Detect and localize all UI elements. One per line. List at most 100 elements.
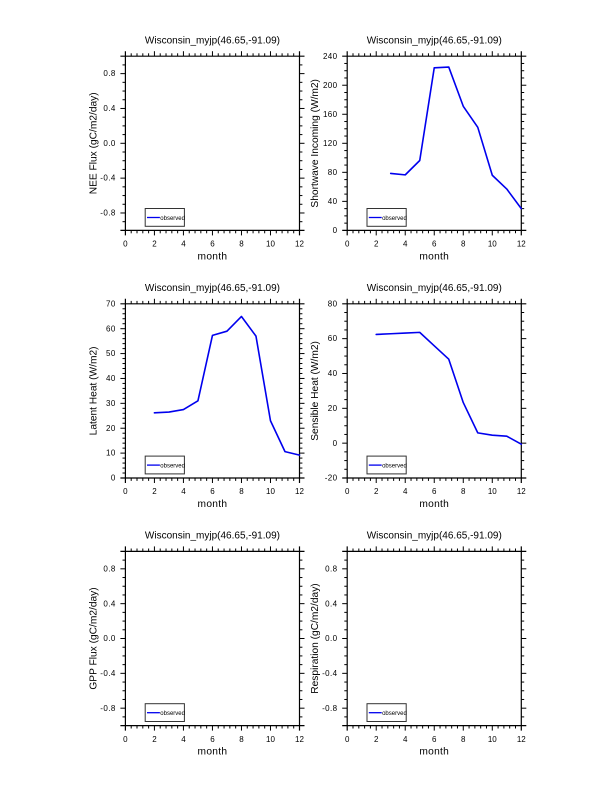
svg-text:2: 2: [152, 487, 157, 496]
svg-text:Wisconsin_myjp(46.65,-91.09): Wisconsin_myjp(46.65,-91.09): [367, 283, 502, 294]
svg-text:6: 6: [210, 735, 215, 744]
svg-text:-0.4: -0.4: [100, 174, 116, 183]
svg-text:Wisconsin_myjp(46.65,-91.09): Wisconsin_myjp(46.65,-91.09): [145, 35, 280, 46]
svg-text:12: 12: [517, 487, 526, 496]
svg-text:30: 30: [106, 399, 116, 408]
svg-text:observed: observed: [382, 464, 407, 470]
svg-text:60: 60: [106, 324, 116, 333]
svg-text:Sensible Heat (W/m2): Sensible Heat (W/m2): [310, 341, 321, 441]
svg-text:40: 40: [328, 197, 338, 206]
svg-text:0: 0: [123, 735, 128, 744]
svg-text:NEE Flux (gC/m2/day): NEE Flux (gC/m2/day): [88, 92, 99, 194]
svg-text:70: 70: [106, 299, 116, 308]
svg-text:0: 0: [345, 487, 350, 496]
svg-text:4: 4: [403, 487, 408, 496]
svg-text:observed: observed: [160, 464, 185, 470]
svg-text:6: 6: [432, 240, 437, 249]
svg-text:-0.4: -0.4: [100, 669, 116, 678]
svg-text:-0.8: -0.8: [100, 209, 116, 218]
svg-text:0: 0: [333, 439, 338, 448]
svg-text:2: 2: [152, 240, 157, 249]
svg-text:0.0: 0.0: [103, 634, 115, 643]
svg-text:80: 80: [328, 168, 338, 177]
svg-text:4: 4: [403, 735, 408, 744]
svg-text:200: 200: [323, 81, 338, 90]
svg-text:0.8: 0.8: [103, 69, 115, 78]
svg-text:10: 10: [488, 487, 497, 496]
svg-text:0.4: 0.4: [103, 599, 115, 608]
svg-text:Wisconsin_myjp(46.65,-91.09): Wisconsin_myjp(46.65,-91.09): [367, 35, 502, 46]
svg-text:4: 4: [403, 240, 408, 249]
svg-text:0.8: 0.8: [103, 564, 115, 573]
svg-text:observed: observed: [160, 216, 185, 222]
svg-text:2: 2: [374, 487, 379, 496]
svg-text:8: 8: [239, 735, 244, 744]
svg-text:0.4: 0.4: [325, 599, 337, 608]
svg-text:80: 80: [328, 299, 338, 308]
svg-text:40: 40: [106, 374, 116, 383]
svg-text:month: month: [198, 252, 228, 263]
svg-text:-0.8: -0.8: [100, 704, 116, 713]
svg-text:0: 0: [123, 240, 128, 249]
svg-text:10: 10: [266, 487, 275, 496]
svg-text:120: 120: [323, 139, 338, 148]
svg-text:12: 12: [295, 487, 304, 496]
svg-text:240: 240: [323, 52, 338, 61]
svg-text:2: 2: [374, 735, 379, 744]
svg-text:12: 12: [517, 240, 526, 249]
svg-text:month: month: [198, 499, 228, 510]
svg-text:40: 40: [328, 369, 338, 378]
svg-text:12: 12: [517, 735, 526, 744]
svg-text:160: 160: [323, 110, 338, 119]
svg-text:Shortwave Incoming (W/m2): Shortwave Incoming (W/m2): [310, 79, 321, 208]
svg-text:4: 4: [181, 487, 186, 496]
svg-text:4: 4: [181, 240, 186, 249]
svg-text:20: 20: [106, 424, 116, 433]
svg-text:12: 12: [295, 240, 304, 249]
svg-text:6: 6: [210, 240, 215, 249]
svg-text:10: 10: [266, 240, 275, 249]
svg-text:0.0: 0.0: [103, 139, 115, 148]
svg-text:0: 0: [111, 474, 116, 483]
svg-text:60: 60: [328, 334, 338, 343]
svg-text:2: 2: [374, 240, 379, 249]
svg-text:10: 10: [488, 735, 497, 744]
svg-text:-0.4: -0.4: [322, 669, 338, 678]
svg-text:8: 8: [461, 240, 466, 249]
svg-text:observed: observed: [160, 711, 185, 717]
svg-text:6: 6: [432, 487, 437, 496]
svg-text:4: 4: [181, 735, 186, 744]
svg-text:Wisconsin_myjp(46.65,-91.09): Wisconsin_myjp(46.65,-91.09): [145, 283, 280, 294]
svg-text:Respiration (gC/m2/day): Respiration (gC/m2/day): [310, 583, 321, 693]
svg-text:month: month: [198, 747, 228, 758]
svg-text:month: month: [419, 747, 449, 758]
svg-text:8: 8: [239, 487, 244, 496]
svg-text:observed: observed: [382, 711, 407, 717]
svg-text:20: 20: [328, 404, 338, 413]
svg-text:10: 10: [266, 735, 275, 744]
svg-text:Latent Heat (W/m2): Latent Heat (W/m2): [88, 346, 99, 435]
svg-text:0.8: 0.8: [325, 564, 337, 573]
svg-text:8: 8: [461, 735, 466, 744]
svg-text:0: 0: [123, 487, 128, 496]
svg-text:8: 8: [239, 240, 244, 249]
svg-text:0.4: 0.4: [103, 104, 115, 113]
svg-text:12: 12: [295, 735, 304, 744]
svg-text:10: 10: [488, 240, 497, 249]
svg-text:month: month: [419, 499, 449, 510]
svg-text:0: 0: [345, 735, 350, 744]
svg-text:0.0: 0.0: [325, 634, 337, 643]
svg-text:2: 2: [152, 735, 157, 744]
svg-text:10: 10: [106, 449, 116, 458]
svg-text:50: 50: [106, 349, 116, 358]
svg-text:GPP Flux (gC/m2/day): GPP Flux (gC/m2/day): [88, 587, 99, 689]
svg-text:6: 6: [432, 735, 437, 744]
svg-text:6: 6: [210, 487, 215, 496]
svg-text:Wisconsin_myjp(46.65,-91.09): Wisconsin_myjp(46.65,-91.09): [367, 531, 502, 542]
svg-text:8: 8: [461, 487, 466, 496]
svg-text:0: 0: [345, 240, 350, 249]
svg-text:Wisconsin_myjp(46.65,-91.09): Wisconsin_myjp(46.65,-91.09): [145, 531, 280, 542]
svg-text:month: month: [419, 252, 449, 263]
svg-text:0: 0: [333, 226, 338, 235]
svg-text:observed: observed: [382, 216, 407, 222]
